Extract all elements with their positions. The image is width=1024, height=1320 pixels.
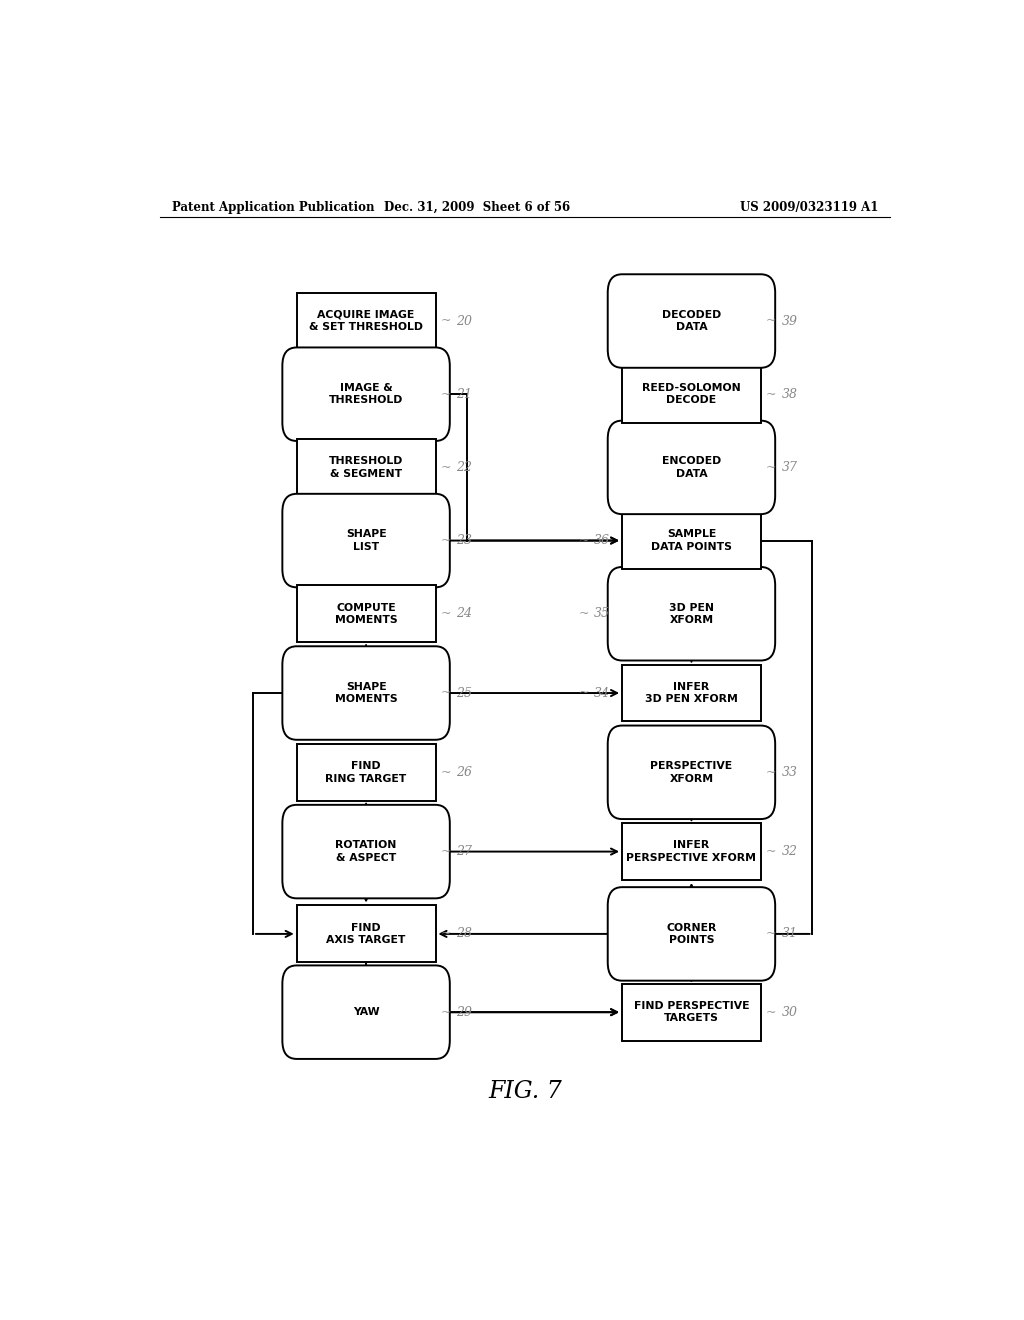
Text: Patent Application Publication: Patent Application Publication — [172, 201, 374, 214]
FancyBboxPatch shape — [283, 965, 450, 1059]
Text: ~: ~ — [440, 314, 451, 327]
Text: ~: ~ — [579, 535, 589, 546]
Text: 23: 23 — [456, 535, 472, 546]
Text: IMAGE &
THRESHOLD: IMAGE & THRESHOLD — [329, 383, 403, 405]
Text: SHAPE
LIST: SHAPE LIST — [346, 529, 386, 552]
FancyBboxPatch shape — [283, 647, 450, 739]
Text: FIG. 7: FIG. 7 — [487, 1080, 562, 1104]
Text: ~: ~ — [766, 314, 776, 327]
Text: INFER
3D PEN XFORM: INFER 3D PEN XFORM — [645, 682, 738, 705]
FancyBboxPatch shape — [622, 983, 761, 1040]
Text: ~: ~ — [766, 1006, 776, 1019]
Text: 32: 32 — [781, 845, 798, 858]
Text: ~: ~ — [440, 388, 451, 401]
FancyBboxPatch shape — [622, 366, 761, 422]
FancyBboxPatch shape — [622, 512, 761, 569]
Text: ~: ~ — [440, 928, 451, 940]
Text: 37: 37 — [781, 461, 798, 474]
FancyBboxPatch shape — [297, 906, 435, 962]
Text: SHAPE
MOMENTS: SHAPE MOMENTS — [335, 682, 397, 705]
Text: 28: 28 — [456, 928, 472, 940]
Text: ~: ~ — [766, 928, 776, 940]
Text: ~: ~ — [766, 766, 776, 779]
Text: 20: 20 — [456, 314, 472, 327]
Text: 34: 34 — [594, 686, 610, 700]
Text: 24: 24 — [456, 607, 472, 620]
Text: Dec. 31, 2009  Sheet 6 of 56: Dec. 31, 2009 Sheet 6 of 56 — [384, 201, 570, 214]
Text: THRESHOLD
& SEGMENT: THRESHOLD & SEGMENT — [329, 457, 403, 479]
Text: ~: ~ — [440, 845, 451, 858]
Text: SAMPLE
DATA POINTS: SAMPLE DATA POINTS — [651, 529, 732, 552]
Text: ~: ~ — [766, 461, 776, 474]
FancyBboxPatch shape — [607, 726, 775, 818]
Text: DECODED
DATA: DECODED DATA — [662, 310, 721, 333]
Text: 38: 38 — [781, 388, 798, 401]
Text: INFER
PERSPECTIVE XFORM: INFER PERSPECTIVE XFORM — [627, 841, 757, 863]
Text: YAW: YAW — [352, 1007, 380, 1018]
Text: CORNER
POINTS: CORNER POINTS — [667, 923, 717, 945]
Text: ENCODED
DATA: ENCODED DATA — [662, 457, 721, 479]
FancyBboxPatch shape — [607, 421, 775, 515]
Text: 39: 39 — [781, 314, 798, 327]
Text: 33: 33 — [781, 766, 798, 779]
FancyBboxPatch shape — [283, 494, 450, 587]
Text: FIND
AXIS TARGET: FIND AXIS TARGET — [327, 923, 406, 945]
Text: 29: 29 — [456, 1006, 472, 1019]
Text: ~: ~ — [579, 607, 589, 620]
FancyBboxPatch shape — [622, 824, 761, 880]
Text: 3D PEN
XFORM: 3D PEN XFORM — [669, 602, 714, 624]
Text: ~: ~ — [440, 1006, 451, 1019]
Text: 31: 31 — [781, 928, 798, 940]
Text: FIND PERSPECTIVE
TARGETS: FIND PERSPECTIVE TARGETS — [634, 1001, 750, 1023]
Text: ACQUIRE IMAGE
& SET THRESHOLD: ACQUIRE IMAGE & SET THRESHOLD — [309, 310, 423, 333]
FancyBboxPatch shape — [622, 664, 761, 722]
FancyBboxPatch shape — [297, 585, 435, 643]
Text: ROTATION
& ASPECT: ROTATION & ASPECT — [336, 841, 396, 863]
FancyBboxPatch shape — [607, 887, 775, 981]
FancyBboxPatch shape — [607, 568, 775, 660]
Text: ~: ~ — [440, 686, 451, 700]
Text: REED-SOLOMON
DECODE: REED-SOLOMON DECODE — [642, 383, 740, 405]
Text: 21: 21 — [456, 388, 472, 401]
FancyBboxPatch shape — [297, 293, 435, 350]
Text: US 2009/0323119 A1: US 2009/0323119 A1 — [739, 201, 878, 214]
Text: 26: 26 — [456, 766, 472, 779]
Text: PERSPECTIVE
XFORM: PERSPECTIVE XFORM — [650, 762, 732, 784]
FancyBboxPatch shape — [283, 347, 450, 441]
Text: ~: ~ — [766, 845, 776, 858]
FancyBboxPatch shape — [297, 744, 435, 801]
Text: 35: 35 — [594, 607, 610, 620]
Text: 25: 25 — [456, 686, 472, 700]
Text: 27: 27 — [456, 845, 472, 858]
Text: 30: 30 — [781, 1006, 798, 1019]
Text: FIND
RING TARGET: FIND RING TARGET — [326, 762, 407, 784]
FancyBboxPatch shape — [297, 440, 435, 496]
Text: ~: ~ — [440, 607, 451, 620]
Text: ~: ~ — [766, 388, 776, 401]
FancyBboxPatch shape — [283, 805, 450, 899]
FancyBboxPatch shape — [607, 275, 775, 368]
Text: 36: 36 — [594, 535, 610, 546]
Text: ~: ~ — [440, 535, 451, 546]
Text: ~: ~ — [440, 461, 451, 474]
Text: COMPUTE
MOMENTS: COMPUTE MOMENTS — [335, 602, 397, 624]
Text: ~: ~ — [440, 766, 451, 779]
Text: ~: ~ — [579, 686, 589, 700]
Text: 22: 22 — [456, 461, 472, 474]
